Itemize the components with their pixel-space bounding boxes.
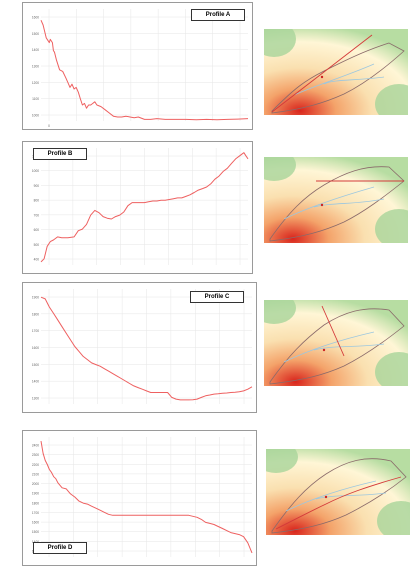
profile-d-chart: 2400 2300 2200 2100 2000 1900 1800 1700 1600 1500…	[22, 430, 257, 566]
profile-c-title: Profile C	[190, 291, 244, 303]
y-tick-label: 2100	[32, 472, 39, 476]
profile-c-map	[264, 300, 408, 386]
y-tick-label: 1400	[32, 540, 39, 544]
y-tick-label: 1700	[32, 511, 39, 515]
y-tick-label: 1800	[32, 312, 39, 316]
y-tick-label: 1400	[32, 380, 39, 384]
profile-d-map	[266, 449, 410, 535]
elevation-profile-line	[40, 19, 249, 121]
elevation-profile-line	[40, 296, 253, 401]
y-tick-label: 1700	[32, 329, 39, 333]
y-tick-label: 1200	[32, 81, 39, 85]
y-tick-label: 2300	[32, 453, 39, 457]
y-tick-label: 1500	[32, 530, 39, 534]
y-tick-label: 1900	[32, 296, 39, 300]
elevation-profile-line	[40, 152, 249, 263]
y-tick-label: 1300	[32, 65, 39, 69]
profile-b-plot: 11001000900800700600500400	[32, 148, 249, 265]
profile-b-chart: 11001000900800700600500400 Profile B	[22, 141, 253, 274]
y-tick-label: 1900	[32, 492, 39, 496]
x-tick-label: 0	[48, 124, 50, 128]
y-tick-label: 900	[34, 184, 40, 188]
y-tick-label: 1800	[32, 501, 39, 505]
profile-d-title: Profile D	[33, 542, 87, 554]
y-tick-label: 600	[34, 228, 40, 232]
profile-a-title: Profile A	[191, 9, 245, 21]
profile-c-chart: 1900 1800 1700 1600 1500 1400 1300 Profile C	[22, 282, 257, 413]
profile-b-title: Profile B	[33, 148, 87, 160]
profile-a-chart: 1600 1500 1400 1300 1200 1100 1000 0 Profile A	[22, 2, 253, 130]
y-tick-label: 1000	[32, 169, 39, 173]
y-tick-label: 2000	[32, 482, 39, 486]
y-tick-label: 2200	[32, 463, 39, 467]
y-tick-label: 1300	[32, 397, 39, 401]
profile-a-map	[264, 29, 408, 115]
y-tick-label: 2400	[32, 444, 39, 448]
y-tick-label: 700	[34, 213, 40, 217]
y-tick-label: 500	[34, 243, 40, 247]
y-tick-label: 800	[34, 199, 40, 203]
profile-a-plot: 1600 1500 1400 1300 1200 1100 1000 0	[32, 9, 249, 128]
y-tick-label: 1000	[32, 114, 39, 118]
y-tick-label: 1600	[32, 346, 39, 350]
profile-b-map	[264, 157, 408, 243]
y-tick-label: 1600	[32, 521, 39, 525]
elevation-profile-line	[40, 441, 253, 554]
y-tick-label: 1400	[32, 48, 39, 52]
y-tick-label: 1500	[32, 32, 39, 36]
profile-d-plot: 2400 2300 2200 2100 2000 1900 1800 1700 1600 1500…	[32, 437, 253, 557]
profile-c-plot: 1900 1800 1700 1600 1500 1400 1300	[32, 289, 253, 404]
y-tick-label: 1100	[32, 97, 39, 101]
y-tick-label: 1500	[32, 363, 39, 367]
y-tick-label: 400	[34, 258, 40, 262]
y-tick-label: 1600	[32, 16, 39, 20]
